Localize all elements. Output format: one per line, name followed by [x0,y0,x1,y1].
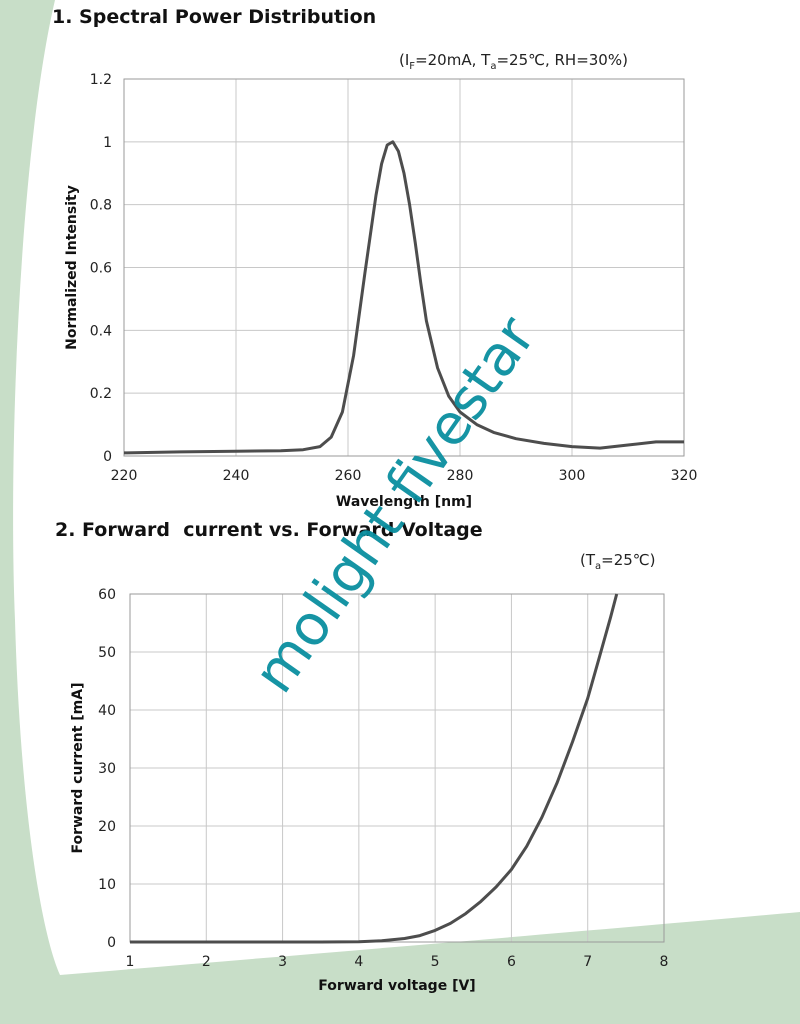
chart1-y-tick-label: 0.4 [90,323,112,339]
chart1-cond-t: T [481,51,491,69]
chart2-cond-t-sub: a [595,561,602,572]
chart1-y-tick-label: 0.6 [90,261,112,277]
chart2-title: 2. Forward current vs. Forward Voltage [55,519,483,541]
chart1-y-axis-label: Normalized Intensity [64,185,80,350]
chart2-cond-t: (T [580,551,596,569]
chart2-x-tick-label: 7 [583,954,592,970]
chart2-y-tick-label: 60 [98,587,116,603]
chart2-x-tick-label: 6 [507,954,516,970]
chart1-cond-i: I [404,51,410,69]
chart1-cond-t-val: =25℃, RH=30% [496,51,623,69]
chart1-x-tick-label: 320 [671,468,698,484]
chart1-y-tick-label: 0.8 [90,198,112,214]
chart1-cond-i-val: =20mA, [415,51,482,69]
chart2-y-tick-label: 30 [98,761,116,777]
chart2-cond-t-val: =25℃) [601,551,656,569]
chart1-conditions: (IF=20mA, Ta=25℃, RH=30%) [399,51,628,72]
chart1-cond-i-sub: F [409,61,416,72]
chart2-x-tick-label: 1 [126,954,135,970]
chart2-x-tick-label: 4 [354,954,363,970]
chart2-x-tick-label: 5 [431,954,440,970]
chart1-x-tick-label: 240 [223,468,250,484]
chart2-x-tick-label: 2 [202,954,211,970]
chart2-y-tick-label: 20 [98,819,116,835]
chart1-y-tick-label: 1.2 [90,72,112,88]
chart2-y-tick-label: 50 [98,645,116,661]
chart2-y-tick-label: 10 [98,877,116,893]
chart2-conditions: (Ta=25℃) [580,551,656,572]
chart2-y-tick-label: 40 [98,703,116,719]
chart1-x-tick-label: 260 [335,468,362,484]
chart2-plot-frame [129,593,665,943]
chart1-x-tick-label: 300 [559,468,586,484]
chart1-y-tick-label: 1 [103,135,112,151]
chart1-x-tick-label: 220 [111,468,138,484]
chart1-y-tick-label: 0 [103,449,112,465]
chart2-x-axis-label: Forward voltage [V] [318,978,475,994]
chart1-x-axis-label: Wavelength [nm] [336,494,472,510]
chart2-y-axis-label: Forward current [mA] [70,682,86,853]
chart2-x-tick-label: 8 [660,954,669,970]
chart1-plot-frame [123,78,685,457]
chart1-series-line [123,140,684,455]
chart1-cond-t-sub: a [490,61,497,72]
chart2-series-line [130,593,619,944]
chart2-y-tick-label: 0 [107,935,116,951]
chart1-title: 1. Spectral Power Distribution [52,6,377,28]
chart1-x-tick-label: 280 [447,468,474,484]
chart1-y-tick-label: 0.2 [90,386,112,402]
chart2-x-tick-label: 3 [278,954,287,970]
